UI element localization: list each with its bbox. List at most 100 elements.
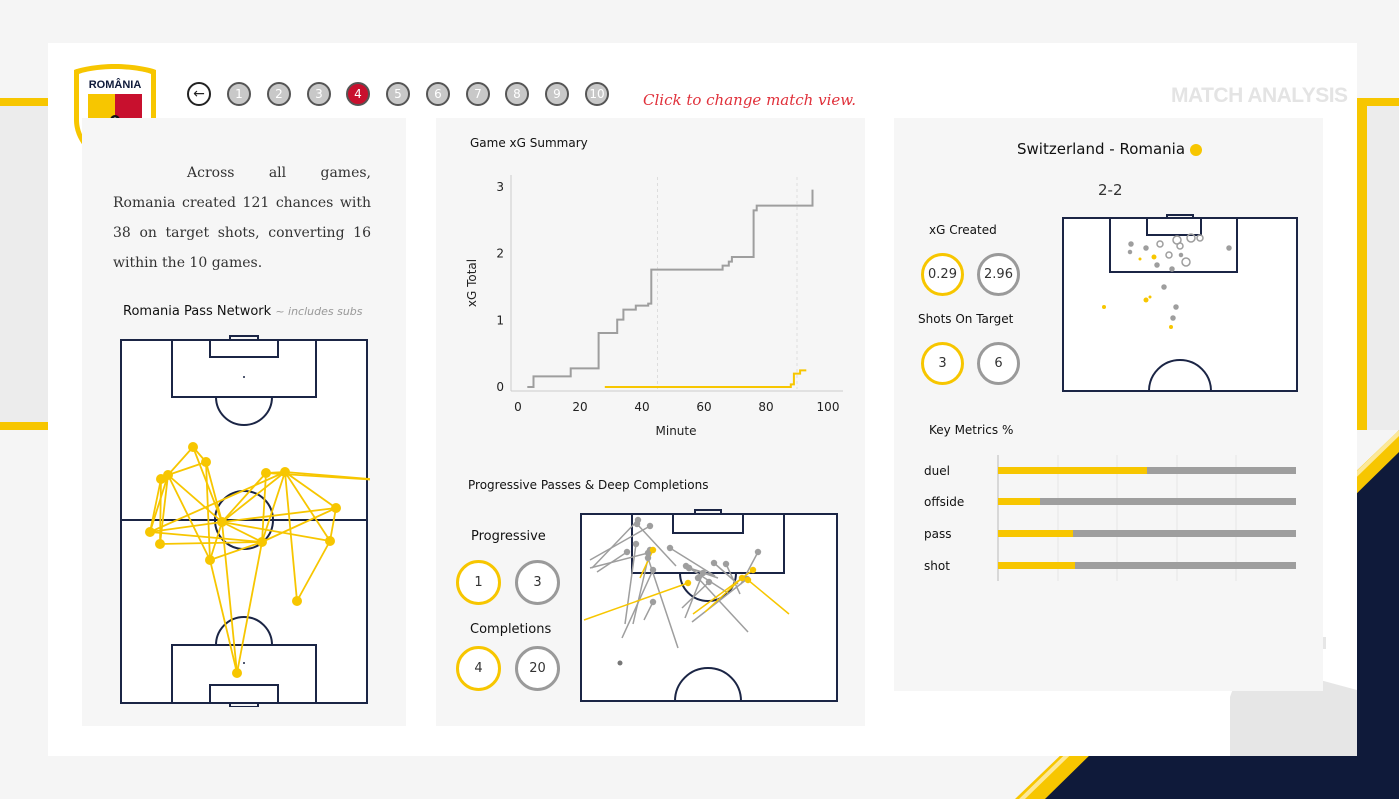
pass-origin-dot: [754, 548, 762, 556]
progressive-pass-line: [643, 601, 654, 621]
match-button-4[interactable]: 4: [346, 82, 370, 106]
progressive-pass-line: [636, 523, 677, 567]
player-node: [188, 442, 198, 452]
shot-markers: [1102, 233, 1232, 329]
match-button-9[interactable]: 9: [545, 82, 569, 106]
progressive-opponent-circle: 3: [515, 560, 560, 605]
match-button-6[interactable]: 6: [426, 82, 450, 106]
pass-origin-dot: [744, 576, 752, 584]
match-score: 2-2: [1098, 181, 1123, 199]
pass-edge: [149, 531, 263, 543]
pass-network-nodes: [145, 442, 341, 678]
match-button-10[interactable]: 10: [585, 82, 609, 106]
metric-bar-fill: [998, 530, 1073, 537]
metric-bar-fill: [998, 562, 1076, 569]
xg-y-axis-label: xG Total: [465, 259, 479, 307]
progressive-pass-line: [685, 565, 729, 594]
shot-marker: [1138, 257, 1142, 261]
shot-marker: [1128, 241, 1134, 247]
pass-network-pitch: [120, 335, 370, 707]
xg-x-tick: 100: [817, 400, 840, 414]
player-node: [205, 555, 215, 565]
shot-marker: [1178, 252, 1184, 258]
xg-series-line-2: [604, 369, 807, 388]
progressive-pass-line: [747, 579, 790, 615]
xg-x-tick: 60: [696, 400, 711, 414]
pass-network-title: Romania Pass Network ~ includes subs: [123, 304, 363, 319]
match-button-2[interactable]: 2: [267, 82, 291, 106]
xg-created-label: xG Created: [929, 223, 997, 237]
progressive-pass-line: [589, 552, 649, 569]
match-button-3[interactable]: 3: [307, 82, 331, 106]
shot-marker: [1127, 249, 1133, 255]
pass-edge: [205, 461, 223, 523]
completions-opponent-circle: 20: [515, 646, 560, 691]
pass-origin-dot: [684, 579, 692, 587]
right-frame-decoration: [1357, 98, 1399, 430]
shot-marker: [1176, 242, 1184, 250]
shot-marker: [1151, 254, 1157, 260]
xg-x-tick: 80: [758, 400, 773, 414]
progressive-pass-line: [681, 581, 710, 609]
completions-romania-circle: 4: [456, 646, 501, 691]
pass-edge: [284, 471, 298, 602]
player-node: [257, 537, 267, 547]
xg-y-tick: 2: [496, 247, 504, 261]
pass-origin-dot: [632, 540, 640, 548]
metric-label-shot: shot: [924, 559, 950, 573]
svg-text:ROMÂNIA: ROMÂNIA: [89, 78, 142, 91]
shot-marker: [1186, 233, 1196, 243]
match-button-1[interactable]: 1: [227, 82, 251, 106]
pass-edge: [284, 471, 337, 509]
player-node: [145, 527, 155, 537]
shot-marker: [1156, 240, 1164, 248]
metric-bar-duel: [998, 467, 1296, 474]
shot-marker: [1143, 297, 1149, 303]
shot-marker: [1181, 257, 1191, 267]
pass-edge: [159, 541, 263, 545]
pass-origin-dot: [649, 546, 657, 554]
progressive-romania-circle: 1: [456, 560, 501, 605]
pass-edge: [221, 521, 263, 543]
pass-edge: [209, 559, 238, 674]
pass-origin-dot: [722, 560, 730, 568]
metric-bar-fill: [998, 498, 1040, 505]
pass-edge: [329, 507, 337, 542]
player-node: [280, 467, 290, 477]
player-node: [292, 596, 302, 606]
progressive-pass-line: [725, 563, 741, 595]
pass-edge: [236, 541, 263, 674]
xg-x-tick: 40: [634, 400, 649, 414]
metric-label-pass: pass: [924, 527, 952, 541]
pass-origin-dot: [649, 598, 657, 606]
pass-edge: [284, 471, 370, 480]
page-title: MATCH ANALYSIS: [1171, 84, 1348, 107]
pass-edge: [221, 471, 286, 523]
left-frame-decoration: [0, 98, 48, 430]
pass-edge: [221, 472, 267, 523]
pass-origin-dot: [649, 566, 657, 574]
metric-bar-fill: [998, 467, 1147, 474]
metric-bar-shot: [998, 562, 1296, 569]
pass-origin-dot: [666, 544, 674, 552]
shots-on-target-label: Shots On Target: [918, 312, 1014, 326]
pass-edge: [221, 521, 331, 542]
shot-marker: [1226, 245, 1232, 251]
metric-bar-pass: [998, 530, 1296, 537]
xg-y-tick: 0: [496, 380, 504, 394]
match-button-8[interactable]: 8: [505, 82, 529, 106]
completions-label: Completions: [470, 622, 552, 637]
match-button-5[interactable]: 5: [386, 82, 410, 106]
metric-label-duel: duel: [924, 464, 950, 478]
match-button-7[interactable]: 7: [466, 82, 490, 106]
shot-marker: [1196, 234, 1204, 242]
shot-marker: [1143, 245, 1149, 251]
player-node: [155, 539, 165, 549]
pass-edge: [221, 521, 238, 674]
pass-edge: [167, 446, 194, 476]
xg-x-tick: 0: [514, 400, 522, 414]
pass-origin-dot: [749, 566, 757, 574]
shot-map-pitch: [1062, 214, 1298, 392]
match-title: Switzerland - Romania: [1017, 140, 1186, 158]
arrow-left-icon[interactable]: ←: [187, 82, 211, 106]
